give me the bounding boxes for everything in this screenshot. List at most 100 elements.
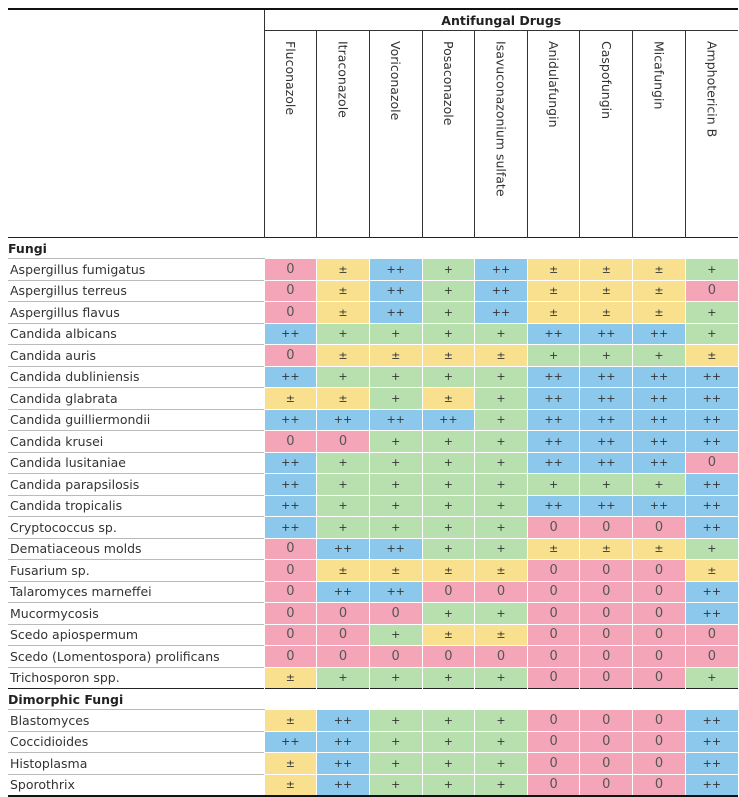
table-row: Histoplasma ± ++ + + +0 0 0 ++ — [8, 752, 738, 774]
activity-cell: + — [632, 473, 686, 495]
activity-cell: ++ — [526, 451, 580, 474]
activity-cell: + — [368, 473, 422, 495]
drug-header-cell: Itraconazole — [316, 30, 370, 238]
drug-header-cell: Caspofungin — [579, 30, 633, 238]
activity-cell: ± — [316, 279, 370, 302]
activity-cell: + — [421, 709, 475, 731]
activity-cell: 0 — [579, 730, 633, 753]
activity-cell: ± — [316, 344, 370, 366]
activity-cell: ++ — [474, 258, 528, 280]
activity-cell: + — [316, 322, 370, 345]
activity-cell: ++ — [632, 322, 686, 345]
activity-cell: ++ — [263, 473, 317, 495]
activity-cell: + — [368, 623, 422, 646]
activity-cell: 0 — [421, 580, 475, 603]
activity-cell: ++ — [684, 387, 738, 409]
activity-cell: + — [474, 322, 528, 345]
activity-cell: + — [474, 516, 528, 538]
table-row: Talaromyces marneffei 0 ++ ++ 0 0 0 0 0 ++ — [8, 580, 738, 603]
activity-cell: ++ — [368, 301, 422, 323]
organism-name: Aspergillus flavus — [8, 301, 265, 323]
activity-cell: + — [421, 258, 475, 280]
activity-cell: ++ — [368, 258, 422, 280]
organism-name: Scedo apiospermum — [8, 623, 265, 646]
table-row: Candida auris 0 ± ± ± ± + + + ± — [8, 344, 738, 366]
activity-cell: ± — [316, 301, 370, 323]
activity-cell: ++ — [579, 322, 633, 345]
group-title: Antifungal Drugs — [263, 10, 738, 31]
drug-header-cell: Amphotericin B — [684, 30, 738, 238]
activity-cell: + — [368, 430, 422, 452]
activity-cell: ++ — [316, 709, 370, 731]
activity-cell: ± — [526, 279, 580, 302]
activity-cell: ++ — [684, 516, 738, 538]
activity-cell: + — [421, 602, 475, 624]
activity-cell: ++ — [316, 773, 370, 797]
activity-cell: + — [421, 666, 475, 689]
activity-cell: 0 — [526, 602, 580, 624]
activity-cell: 0 — [632, 623, 686, 646]
activity-cell: 0 — [263, 279, 317, 302]
activity-cell: ± — [632, 258, 686, 280]
activity-cell: ++ — [526, 494, 580, 517]
drug-name: Micafungin — [651, 41, 667, 110]
activity-cell: ++ — [474, 279, 528, 302]
drug-name: Isavuconazonium sulfate — [493, 41, 509, 197]
activity-cell: 0 — [263, 623, 317, 646]
activity-cell: + — [316, 365, 370, 388]
table-row: Cryptococcus sp. ++ + + + +0 0 0 ++ — [8, 516, 738, 538]
activity-cell: + — [368, 773, 422, 797]
activity-cell: 0 — [579, 516, 633, 538]
organism-name: Candida guilliermondii — [8, 408, 265, 431]
drug-name: Posaconazole — [440, 41, 456, 126]
activity-cell: ± — [526, 301, 580, 323]
activity-cell: 0 — [263, 580, 317, 603]
activity-cell: 0 — [684, 451, 738, 474]
activity-cell: ++ — [316, 580, 370, 603]
activity-cell: + — [421, 473, 475, 495]
activity-cell: 0 — [421, 645, 475, 667]
activity-cell: 0 — [526, 580, 580, 603]
activity-cell: ± — [632, 301, 686, 323]
activity-cell: + — [368, 365, 422, 388]
activity-cell: ± — [632, 279, 686, 302]
organism-name: Scedo (Lomentospora) prolificans — [8, 645, 265, 667]
activity-cell: + — [474, 451, 528, 474]
activity-cell: ± — [368, 559, 422, 581]
activity-cell: + — [474, 473, 528, 495]
activity-cell: ++ — [316, 752, 370, 774]
activity-cell: ++ — [263, 516, 317, 538]
activity-cell: 0 — [579, 709, 633, 731]
activity-cell: + — [421, 365, 475, 388]
activity-cell: 0 — [316, 602, 370, 624]
activity-cell: ++ — [684, 365, 738, 388]
organism-name: Candida parapsilosis — [8, 473, 265, 495]
activity-cell: ++ — [579, 408, 633, 431]
drug-name: Fluconazole — [282, 41, 298, 116]
activity-cell: ± — [684, 559, 738, 581]
activity-cell: + — [368, 666, 422, 689]
organism-name: Aspergillus fumigatus — [8, 258, 265, 280]
activity-cell: 0 — [632, 666, 686, 689]
activity-cell: + — [421, 516, 475, 538]
activity-cell: ++ — [579, 494, 633, 517]
activity-cell: ++ — [632, 451, 686, 474]
organism-name: Talaromyces marneffei — [8, 580, 265, 603]
activity-cell: ++ — [263, 365, 317, 388]
section-header-row: Dimorphic Fungi — [8, 688, 738, 710]
activity-cell: 0 — [632, 516, 686, 538]
activity-cell: ± — [316, 258, 370, 280]
table-row: Trichosporon spp. ± + + + +0 0 0 + — [8, 666, 738, 689]
activity-cell: 0 — [579, 623, 633, 646]
activity-cell: ++ — [579, 451, 633, 474]
activity-cell: + — [474, 537, 528, 560]
activity-cell: 0 — [579, 645, 633, 667]
activity-cell: 0 — [316, 430, 370, 452]
activity-cell: ++ — [526, 365, 580, 388]
table-body: Antifungal Drugs Fluconazole Itraconazole… — [8, 8, 738, 797]
drug-header-cell: Fluconazole — [263, 30, 317, 238]
activity-cell: ± — [263, 666, 317, 689]
activity-cell: ++ — [263, 408, 317, 431]
activity-cell: 0 — [263, 537, 317, 560]
activity-cell: + — [474, 408, 528, 431]
